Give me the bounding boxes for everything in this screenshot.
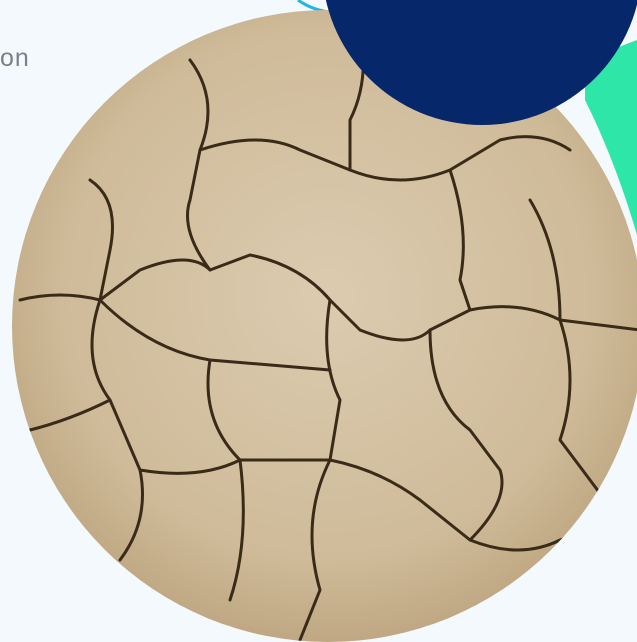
intro-text: on	[0, 44, 30, 72]
accent-shape	[585, 40, 637, 235]
soil-cracks	[18, 28, 637, 642]
navy-shape	[325, 0, 637, 125]
soil-image	[12, 10, 637, 642]
